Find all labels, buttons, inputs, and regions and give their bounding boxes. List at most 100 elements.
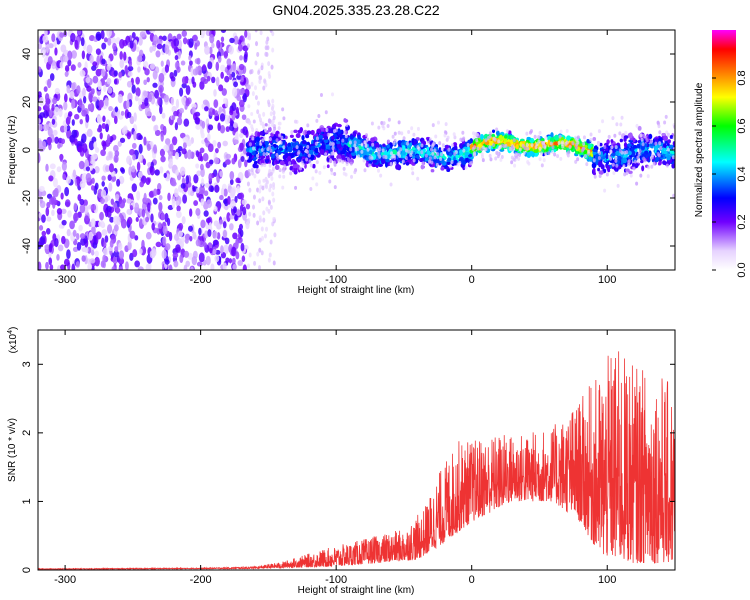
heatmap-cell <box>101 58 106 65</box>
heatmap-cell <box>336 136 340 140</box>
heatmap-cell <box>100 149 106 157</box>
heatmap-cell <box>41 230 47 237</box>
heatmap-cell <box>639 133 643 138</box>
heatmap-cell <box>386 144 390 149</box>
heatmap-cell <box>165 138 171 146</box>
heatmap-cell <box>139 181 144 188</box>
heatmap-cell <box>143 192 147 203</box>
heatmap-cell <box>401 159 405 164</box>
heatmap-cell <box>479 133 485 140</box>
heatmap-cell <box>145 263 150 270</box>
heatmap-cell <box>138 143 143 154</box>
heatmap-cell <box>96 127 103 133</box>
heatmap-cell <box>60 138 66 145</box>
heatmap-cell <box>74 113 80 120</box>
heatmap-cell <box>247 168 251 173</box>
heatmap-cell <box>278 147 284 151</box>
heatmap-cell <box>426 146 430 151</box>
heatmap-cell <box>277 121 282 126</box>
heatmap-cell <box>98 221 102 227</box>
heatmap-cell <box>188 55 192 61</box>
heatmap-cell <box>270 176 274 182</box>
heatmap-cell <box>88 35 95 42</box>
heatmap-cell <box>289 134 294 138</box>
heatmap-cell <box>226 64 231 70</box>
heatmap-cell <box>559 156 563 161</box>
heatmap-cell <box>672 135 675 140</box>
heatmap-cell <box>444 122 448 127</box>
heatmap-cell <box>514 152 518 157</box>
heatmap-cell <box>162 236 167 246</box>
heatmap-cell <box>247 217 251 223</box>
heatmap-cell <box>242 93 247 103</box>
heatmap-cell <box>79 180 86 189</box>
heatmap-cell <box>132 154 136 161</box>
heatmap-cell <box>439 157 443 162</box>
heatmap-cell <box>465 156 469 163</box>
heatmap-cell <box>244 159 248 168</box>
heatmap-cell <box>540 163 544 168</box>
heatmap-cell <box>319 92 323 97</box>
heatmap-cell <box>206 199 213 209</box>
heatmap-cell <box>636 143 641 149</box>
heatmap-cell <box>122 198 127 204</box>
heatmap-cell <box>46 193 53 199</box>
heatmap-cell <box>392 141 396 146</box>
heatmap-cell <box>168 264 173 270</box>
heatmap-cell <box>235 177 241 184</box>
heatmap-cell <box>556 154 560 159</box>
heatmap-cell <box>525 131 529 136</box>
x-tick-label: 100 <box>598 574 616 586</box>
heatmap-cell <box>135 76 141 85</box>
heatmap-cell <box>336 140 341 145</box>
heatmap-cell <box>290 130 294 135</box>
heatmap-cell <box>233 206 237 214</box>
heatmap-cell <box>318 134 324 139</box>
heatmap-cell <box>537 135 541 140</box>
heatmap-cell <box>365 161 370 167</box>
heatmap-cell <box>63 124 68 133</box>
heatmap-cell <box>426 140 430 145</box>
heatmap-cell <box>70 82 76 90</box>
heatmap-cell <box>91 177 95 184</box>
heatmap-cell <box>260 147 264 152</box>
heatmap-cell <box>144 68 150 76</box>
heatmap-cell <box>542 158 546 163</box>
heatmap-cell <box>160 60 164 67</box>
heatmap-cell <box>252 146 256 151</box>
heatmap-cell <box>272 216 276 222</box>
heatmap-cell <box>276 156 280 161</box>
heatmap-cell <box>567 150 571 155</box>
heatmap-cell <box>504 143 508 148</box>
heatmap-cell <box>112 202 118 210</box>
heatmap-cell <box>402 136 406 141</box>
heatmap-cell <box>231 87 238 98</box>
heatmap-cell <box>271 136 277 141</box>
heatmap-cell <box>453 135 457 140</box>
heatmap-cell <box>267 126 272 132</box>
heatmap-cell <box>353 170 357 175</box>
heatmap-cell <box>582 141 586 146</box>
heatmap-cell <box>85 113 90 123</box>
heatmap-cell <box>213 99 219 109</box>
heatmap-cell <box>72 229 77 237</box>
spectrogram-x-ticks: -300 -200 -100 0 100 <box>54 30 616 286</box>
heatmap-cell <box>342 166 346 171</box>
heatmap-cell <box>77 194 82 202</box>
heatmap-cell <box>103 241 107 248</box>
heatmap-cell <box>82 96 87 104</box>
heatmap-cell <box>203 210 209 217</box>
heatmap-cell <box>95 31 102 41</box>
heatmap-cell <box>76 176 80 187</box>
heatmap-cell <box>593 174 597 179</box>
heatmap-cell <box>419 157 424 163</box>
heatmap-cell <box>647 165 651 170</box>
heatmap-cell <box>616 155 620 160</box>
heatmap-cell <box>269 172 273 177</box>
heatmap-cell <box>89 54 94 64</box>
heatmap-cell <box>118 242 123 251</box>
heatmap-cell <box>91 65 97 71</box>
heatmap-cell <box>607 154 611 159</box>
heatmap-cell <box>431 151 435 156</box>
y-tick-label: -20 <box>21 190 33 206</box>
